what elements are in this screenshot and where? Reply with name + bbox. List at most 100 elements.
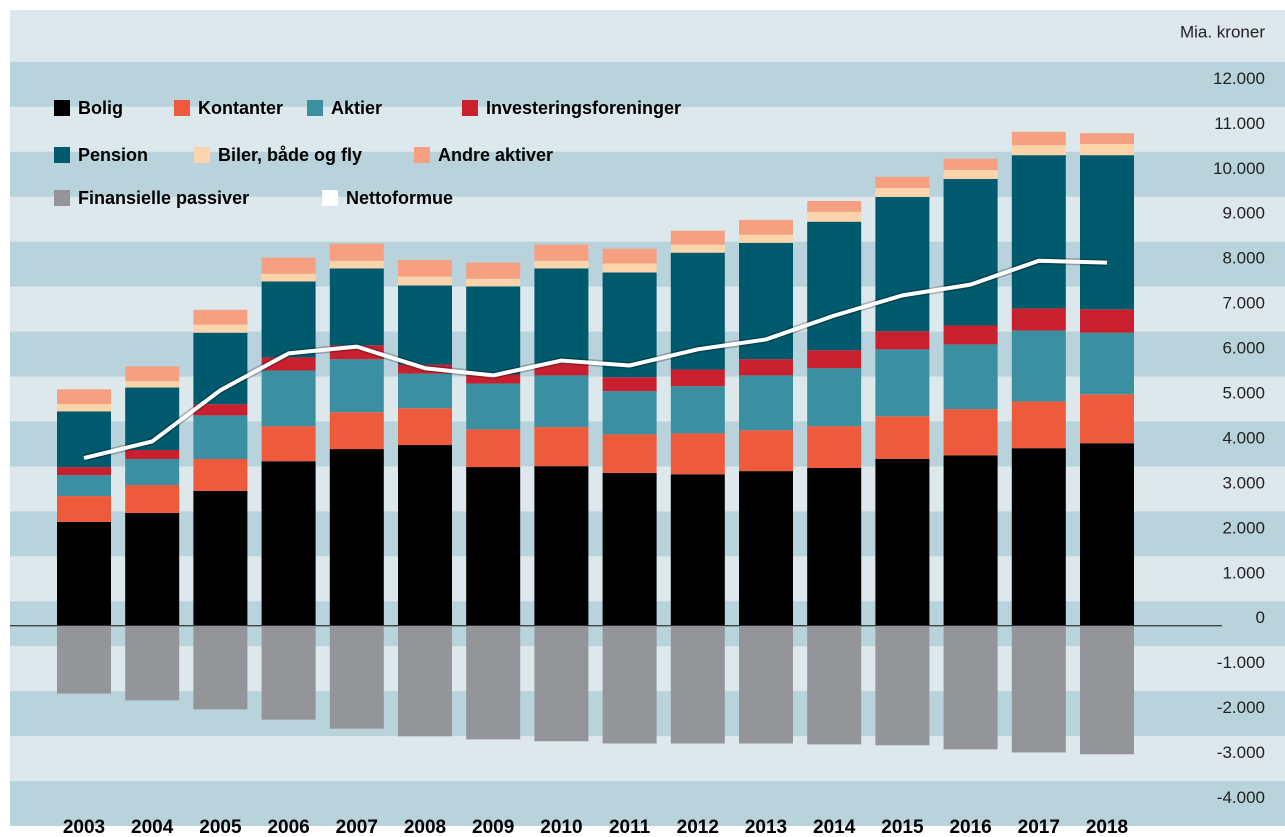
legend-swatch: [54, 190, 70, 206]
y-tick-label: 10.000: [1213, 159, 1265, 178]
y-tick-label: -3.000: [1217, 743, 1265, 762]
bar-segment: [739, 359, 793, 376]
y-tick-label: 0: [1256, 608, 1265, 627]
bar-segment: [602, 434, 657, 473]
y-tick-label: 3.000: [1222, 473, 1265, 492]
bar-segment: [125, 485, 180, 513]
grid-band: [10, 151, 1285, 197]
bar-segment: [57, 496, 111, 522]
bar-segment: [602, 472, 657, 626]
legend-swatch: [307, 100, 323, 116]
bar-segment: [125, 366, 180, 382]
bar-segment: [807, 467, 862, 626]
x-tick-label: 2005: [199, 817, 242, 837]
x-tick-label: 2007: [336, 817, 378, 837]
bar-segment: [1080, 625, 1134, 755]
bar-segment: [125, 625, 180, 701]
legend-label: Investeringsforeninger: [486, 98, 681, 118]
line: [83, 258, 1108, 461]
bar-segment: [466, 286, 521, 375]
bar-segment: [1011, 448, 1066, 626]
bar-segment: [329, 625, 384, 729]
x-tick-label: 2009: [472, 817, 514, 837]
bar-segment: [875, 187, 930, 197]
bar-segment: [261, 281, 316, 358]
bar-segment: [57, 404, 111, 412]
bar-segment: [943, 625, 998, 750]
grid-band: [10, 61, 1285, 107]
bar-segment: [943, 325, 998, 345]
x-tick-label: 2018: [1086, 817, 1128, 837]
bar-segment: [261, 625, 316, 720]
bar-segment: [398, 408, 452, 446]
bar-segment: [1011, 155, 1066, 309]
bar-segment: [739, 430, 793, 472]
bar-segment: [398, 276, 452, 286]
bar-segment: [534, 625, 589, 742]
bar-segment: [57, 389, 111, 405]
bar-segment: [1011, 401, 1066, 449]
bar-segment: [329, 412, 384, 450]
bar-segment: [329, 260, 384, 269]
bar-segment: [534, 375, 589, 428]
bar-segment: [943, 158, 998, 170]
bar-segment: [875, 458, 930, 626]
bar-segment: [1011, 131, 1066, 146]
x-tick-label: 2017: [1018, 817, 1060, 837]
bar-segment: [57, 521, 111, 626]
bar-segment: [193, 324, 248, 333]
bar-segment: [670, 474, 725, 626]
legend-swatch: [54, 147, 70, 163]
bar-segment: [602, 377, 657, 392]
x-tick-label: 2013: [745, 817, 787, 837]
x-tick-label: 2015: [881, 817, 924, 837]
y-tick-label: -1.000: [1217, 653, 1265, 672]
bar-segment: [1080, 394, 1134, 444]
bar-segment: [1011, 330, 1066, 402]
axis-unit: Mia. kroner: [1180, 22, 1265, 41]
y-tick-label: 4.000: [1222, 428, 1265, 447]
legend-swatch: [462, 100, 478, 116]
bar-segment: [534, 363, 589, 376]
bar-segment: [1080, 143, 1134, 156]
bar-segment: [875, 176, 930, 188]
bar-segment: [602, 248, 657, 264]
legend-label: Aktier: [331, 98, 382, 118]
bar-segment: [57, 467, 111, 476]
x-tick-label: 2004: [131, 817, 174, 837]
bar-segment: [466, 429, 521, 468]
bar-segment: [1080, 133, 1134, 144]
bar-segment: [398, 285, 452, 365]
bar-segment: [534, 466, 589, 626]
bar-segment: [602, 625, 657, 744]
bar-segment: [534, 244, 589, 261]
bar-segment: [125, 458, 180, 486]
bar-segment: [670, 230, 725, 245]
legend-swatch: [414, 147, 430, 163]
bar-segment: [1011, 625, 1066, 753]
bar-segment: [466, 625, 521, 740]
bar-segment: [466, 383, 521, 430]
bar-segment: [875, 625, 930, 746]
y-tick-label: 2.000: [1222, 518, 1265, 537]
bar-segment: [193, 458, 248, 491]
bar-segment: [329, 359, 384, 413]
bar-segment: [193, 625, 248, 710]
y-tick-label: -2.000: [1217, 698, 1265, 717]
bar-segment: [875, 196, 930, 332]
y-tick-label: 9.000: [1222, 204, 1265, 223]
bar-segment: [329, 268, 384, 346]
bar-segment: [398, 625, 452, 737]
bar-segment: [261, 273, 316, 282]
bar-segment: [261, 426, 316, 462]
bar-segment: [193, 415, 248, 459]
bar-segment: [670, 369, 725, 387]
legend-label: Pension: [78, 145, 148, 165]
bar-segment: [875, 416, 930, 459]
bar-segment: [602, 391, 657, 435]
bar-segment: [670, 244, 725, 253]
bar-segment: [193, 309, 248, 325]
bar-segment: [261, 257, 316, 274]
y-tick-label: 5.000: [1222, 383, 1265, 402]
y-tick-label: 7.000: [1222, 294, 1265, 313]
